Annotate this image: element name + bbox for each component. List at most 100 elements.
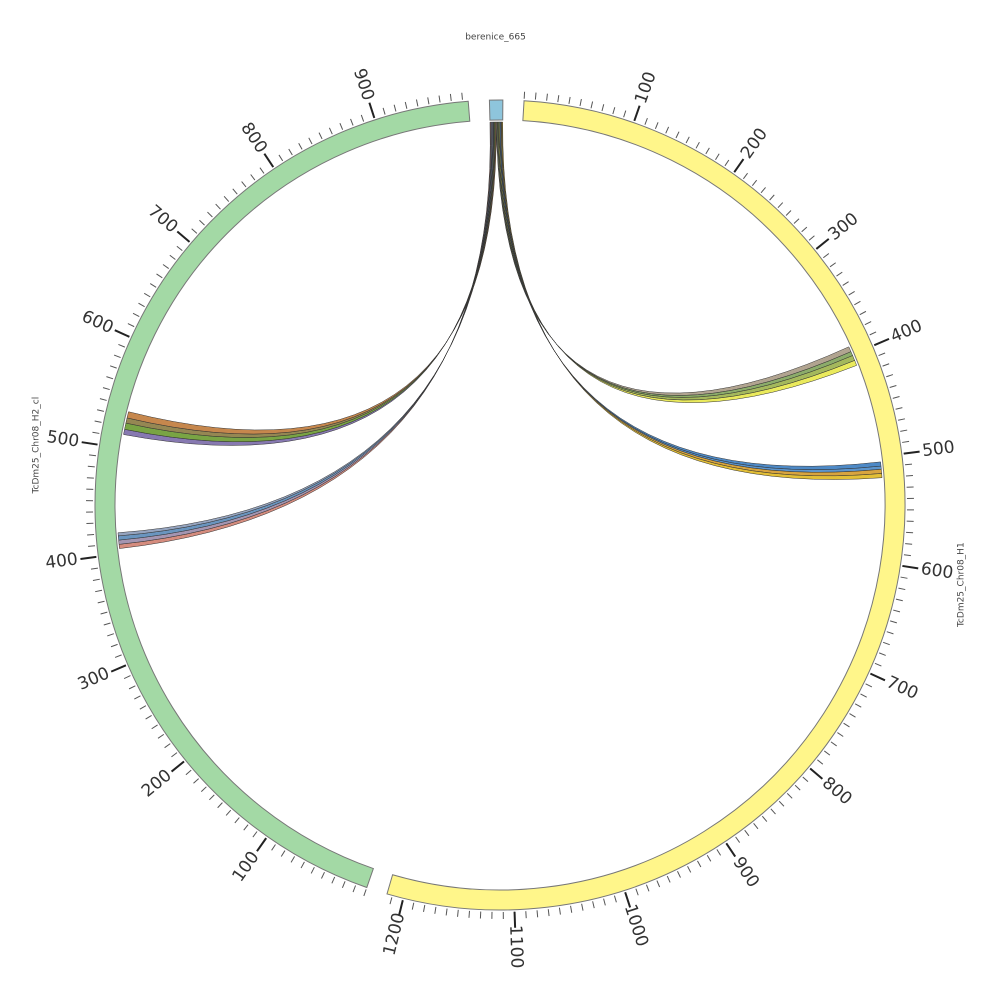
- tick-label: 100: [229, 848, 264, 886]
- minor-tick: [132, 312, 140, 317]
- minor-tick: [546, 93, 548, 101]
- minor-tick: [382, 107, 386, 115]
- link-ribbon: [500, 121, 882, 477]
- minor-tick: [308, 137, 313, 145]
- major-tick: [80, 555, 97, 560]
- minor-tick: [298, 142, 303, 150]
- minor-tick: [697, 860, 702, 868]
- minor-tick: [836, 271, 843, 277]
- link-ribbon: [117, 121, 494, 537]
- minor-tick: [234, 817, 240, 824]
- major-tick: [176, 230, 191, 243]
- minor-tick: [656, 880, 661, 888]
- minor-tick: [735, 836, 741, 843]
- minor-tick: [207, 211, 213, 218]
- minor-tick: [603, 898, 606, 906]
- minor-tick: [113, 354, 121, 359]
- minor-tick: [568, 96, 571, 104]
- tick-label: 600: [919, 559, 954, 584]
- minor-tick: [837, 732, 844, 737]
- major-tick: [815, 238, 830, 250]
- major-tick: [869, 672, 886, 682]
- minor-tick: [232, 188, 238, 195]
- tick-label: 500: [921, 437, 956, 461]
- minor-tick: [677, 871, 681, 878]
- minor-tick: [843, 722, 850, 728]
- minor-tick: [176, 245, 183, 251]
- minor-tick: [328, 127, 333, 135]
- minor-tick: [751, 179, 758, 186]
- minor-tick: [786, 792, 793, 799]
- minor-tick: [900, 576, 908, 579]
- minor-tick: [241, 181, 247, 188]
- link-ribbon: [501, 121, 883, 480]
- minor-tick: [760, 187, 766, 194]
- minor-tick: [106, 376, 114, 380]
- minor-tick: [635, 888, 639, 896]
- major-tick: [725, 842, 737, 858]
- major-tick: [733, 158, 745, 173]
- minor-tick: [94, 420, 102, 423]
- minor-tick: [318, 132, 323, 140]
- minor-tick: [687, 865, 692, 873]
- tick-label: 400: [888, 316, 926, 347]
- minor-tick: [252, 831, 258, 838]
- major-tick: [81, 441, 98, 446]
- minor-tick: [290, 856, 296, 863]
- minor-tick: [644, 117, 648, 125]
- minor-tick: [903, 554, 911, 557]
- tick-label: 600: [79, 307, 117, 339]
- segment: [94, 100, 471, 889]
- minor-tick: [817, 759, 824, 765]
- major-tick: [110, 664, 127, 673]
- minor-tick: [99, 398, 107, 401]
- tick-label: 200: [737, 125, 772, 163]
- tick-label: 900: [728, 853, 763, 891]
- tick-label: 800: [818, 773, 856, 809]
- minor-tick: [92, 431, 100, 434]
- major-tick: [633, 105, 641, 122]
- major-tick: [368, 102, 376, 119]
- minor-tick: [352, 885, 357, 893]
- minor-tick: [878, 652, 886, 656]
- minor-tick: [842, 281, 849, 286]
- minor-tick: [886, 631, 894, 635]
- minor-tick: [557, 95, 560, 103]
- minor-tick: [823, 253, 830, 259]
- minor-tick: [331, 876, 336, 884]
- minor-tick: [889, 385, 897, 389]
- minor-tick: [411, 902, 415, 910]
- minor-tick: [823, 750, 831, 756]
- minor-tick: [191, 228, 198, 234]
- minor-tick: [321, 871, 325, 879]
- minor-tick: [300, 861, 305, 869]
- minor-tick: [149, 283, 157, 288]
- segment: [386, 100, 906, 911]
- minor-tick: [893, 609, 901, 613]
- minor-tick: [705, 147, 710, 155]
- minor-tick: [95, 589, 103, 593]
- minor-tick: [280, 850, 286, 857]
- minor-tick: [389, 897, 393, 905]
- tick-label: 200: [138, 766, 176, 802]
- minor-tick: [87, 533, 95, 536]
- major-tick: [903, 450, 920, 455]
- minor-tick: [808, 235, 815, 241]
- minor-tick: [685, 136, 690, 144]
- minor-tick: [869, 331, 877, 336]
- minor-tick: [404, 101, 408, 109]
- minor-tick: [171, 752, 178, 758]
- minor-tick: [339, 123, 344, 130]
- minor-tick: [904, 463, 913, 466]
- tick-label: 300: [75, 664, 113, 695]
- minor-tick: [848, 290, 855, 296]
- minor-tick: [829, 262, 836, 268]
- minor-tick: [199, 219, 205, 226]
- minor-tick: [878, 352, 886, 357]
- tick-label: 500: [45, 427, 80, 452]
- tick-label: 1000: [620, 902, 652, 949]
- minor-tick: [145, 714, 152, 720]
- minor-tick: [393, 104, 397, 112]
- links: [117, 121, 883, 549]
